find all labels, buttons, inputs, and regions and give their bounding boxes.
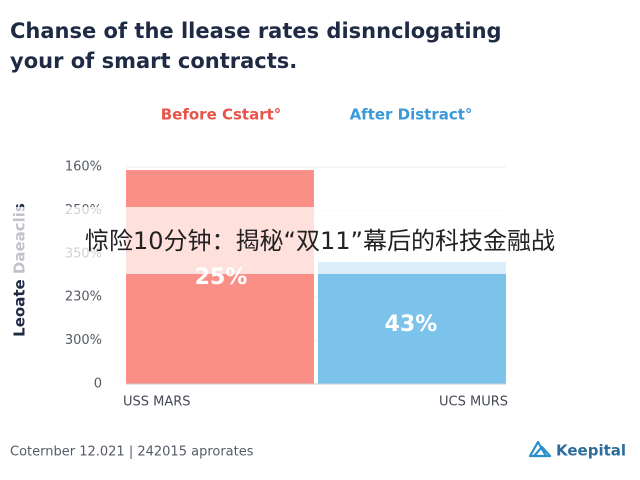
y-tick-label: 300%	[65, 333, 102, 348]
overlay-text: 惊险10分钟：揭秘“双11”幕后的科技金融战	[85, 227, 555, 255]
brand: Keepital	[556, 442, 626, 460]
x-tick-label: UCS MURS	[439, 395, 508, 410]
chart-title: your of smart contracts.	[10, 49, 297, 73]
bar	[126, 170, 314, 384]
x-tick-label: USS MARS	[123, 395, 191, 410]
y-tick-label: 230%	[65, 290, 102, 305]
legend-label: After Distract°	[350, 106, 473, 124]
y-tick-label: 0	[94, 377, 102, 392]
data-annotation: 43%	[385, 312, 438, 337]
brand-icon	[528, 440, 552, 458]
chart-title: Chanse of the llease rates disnnclogatin…	[10, 19, 502, 43]
y-tick-label: 160%	[65, 160, 102, 175]
bar	[318, 262, 506, 384]
overlay-band	[0, 207, 640, 274]
footer: Coternber 12.021 | 242015 aprorates	[10, 445, 254, 460]
legend-label: Before Cstart°	[161, 106, 282, 124]
